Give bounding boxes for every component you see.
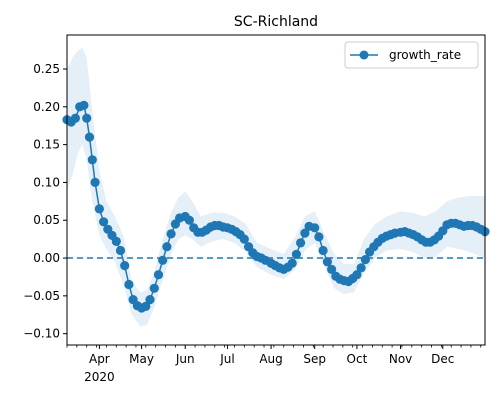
data-point bbox=[70, 113, 80, 123]
data-point bbox=[99, 217, 109, 227]
data-point bbox=[360, 255, 370, 265]
data-point bbox=[162, 242, 172, 252]
data-point bbox=[310, 223, 320, 233]
x-tick-label: Nov bbox=[389, 352, 412, 366]
chart-title: SC-Richland bbox=[234, 14, 318, 30]
legend-swatch-marker bbox=[359, 50, 369, 60]
data-point bbox=[184, 215, 194, 225]
y-tick-label: −0.10 bbox=[23, 327, 60, 341]
data-point bbox=[87, 155, 97, 165]
y-tick-label: −0.05 bbox=[23, 289, 60, 303]
x-tick-label: Dec bbox=[431, 352, 454, 366]
data-point bbox=[300, 228, 310, 238]
data-point bbox=[115, 245, 126, 256]
x-tick-label: Apr bbox=[89, 352, 110, 366]
data-point bbox=[82, 113, 92, 123]
data-point bbox=[291, 249, 301, 259]
data-point bbox=[79, 100, 89, 110]
data-point bbox=[327, 264, 337, 274]
legend-box bbox=[344, 41, 479, 69]
data-point bbox=[120, 261, 130, 271]
y-tick-label: 0.05 bbox=[33, 213, 60, 227]
series-layer bbox=[62, 100, 490, 313]
data-point bbox=[166, 229, 176, 239]
data-point bbox=[84, 132, 95, 142]
x-tick-label: Jun bbox=[175, 352, 195, 366]
data-point bbox=[145, 295, 155, 305]
data-point bbox=[141, 301, 151, 311]
data-point bbox=[314, 232, 324, 242]
data-point bbox=[124, 279, 134, 290]
data-point bbox=[90, 177, 100, 187]
y-axis: −0.10 −0.05 0.00 0.05 0.10 0.15 0.20 0.25 bbox=[23, 62, 67, 341]
data-point bbox=[94, 204, 104, 214]
data-point bbox=[322, 257, 332, 267]
data-point bbox=[153, 270, 164, 280]
data-point bbox=[111, 236, 121, 246]
x-tick-label: Aug bbox=[259, 352, 282, 366]
data-point bbox=[239, 234, 249, 244]
x-tick-sublabel: 2020 bbox=[84, 370, 115, 384]
y-tick-label: 0.00 bbox=[33, 251, 60, 265]
data-point bbox=[296, 238, 306, 248]
x-axis: Apr 2020 May Jun Jul Aug Sep Oct Nov Dec bbox=[66, 345, 482, 384]
data-point bbox=[356, 263, 366, 273]
data-point bbox=[149, 283, 159, 293]
x-tick-label: May bbox=[129, 352, 154, 366]
legend: growth_rate bbox=[344, 41, 479, 69]
legend-label-growth-rate: growth_rate bbox=[389, 48, 461, 62]
data-point bbox=[352, 270, 362, 280]
data-point bbox=[287, 258, 297, 268]
y-tick-label: 0.20 bbox=[33, 100, 60, 114]
y-tick-label: 0.25 bbox=[33, 62, 60, 76]
plot-frame bbox=[66, 34, 486, 346]
x-tick-label: Sep bbox=[303, 352, 326, 366]
y-tick-label: 0.15 bbox=[33, 138, 60, 152]
data-point bbox=[158, 255, 168, 265]
y-tick-label: 0.10 bbox=[33, 175, 60, 189]
x-tick-label: Oct bbox=[347, 352, 368, 366]
data-point bbox=[318, 245, 328, 256]
x-tick-label: Jul bbox=[219, 352, 234, 366]
